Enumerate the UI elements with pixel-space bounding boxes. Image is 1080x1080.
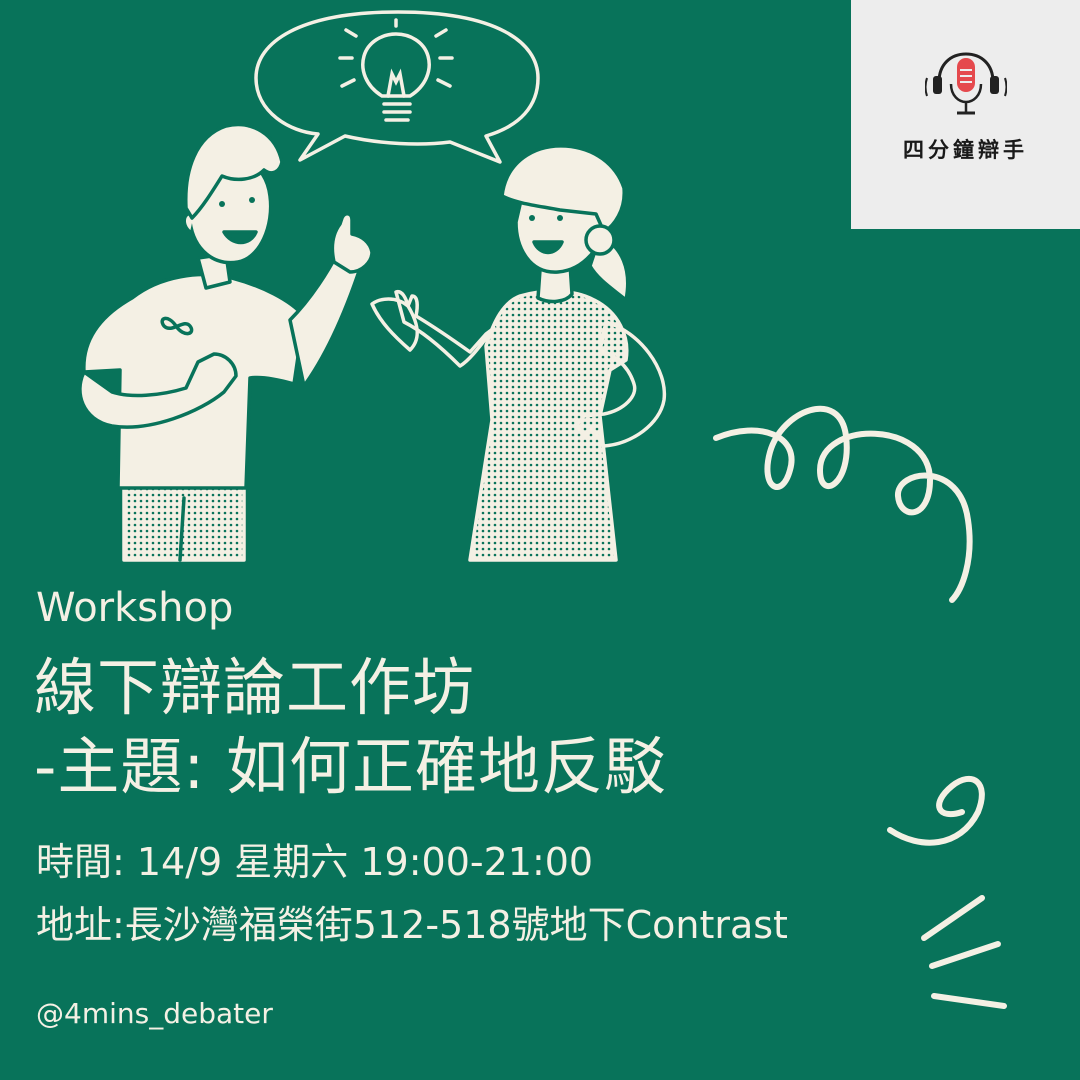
- event-title: 線下辯論工作坊 -主題: 如何正確地反駁: [34, 648, 667, 807]
- event-title-line2: -主題: 如何正確地反駁: [34, 730, 667, 804]
- speech-bubble-icon: [254, 10, 540, 164]
- stroke-marks: [921, 895, 1007, 1009]
- microphone-headphones-icon: [925, 52, 1007, 115]
- logo-box: 四分鐘辯手: [851, 0, 1080, 229]
- social-handle[interactable]: @4mins_debater: [36, 997, 273, 1030]
- man-figure: [78, 123, 374, 562]
- logo-name: 四分鐘辯手: [903, 138, 1028, 162]
- event-address: 地址:長沙灣福榮街512-518號地下Contrast: [36, 903, 788, 947]
- event-eyebrow: Workshop: [36, 585, 234, 631]
- event-title-line1: 線下辯論工作坊: [34, 651, 476, 724]
- infinity-icon: [160, 316, 194, 336]
- swoosh-line: [887, 775, 985, 846]
- squiggle-line: [713, 405, 973, 603]
- event-time: 時間: 14/9 星期六 19:00-21:00: [36, 840, 594, 884]
- woman-figure: [370, 144, 667, 562]
- lightbulb-icon: [338, 18, 454, 122]
